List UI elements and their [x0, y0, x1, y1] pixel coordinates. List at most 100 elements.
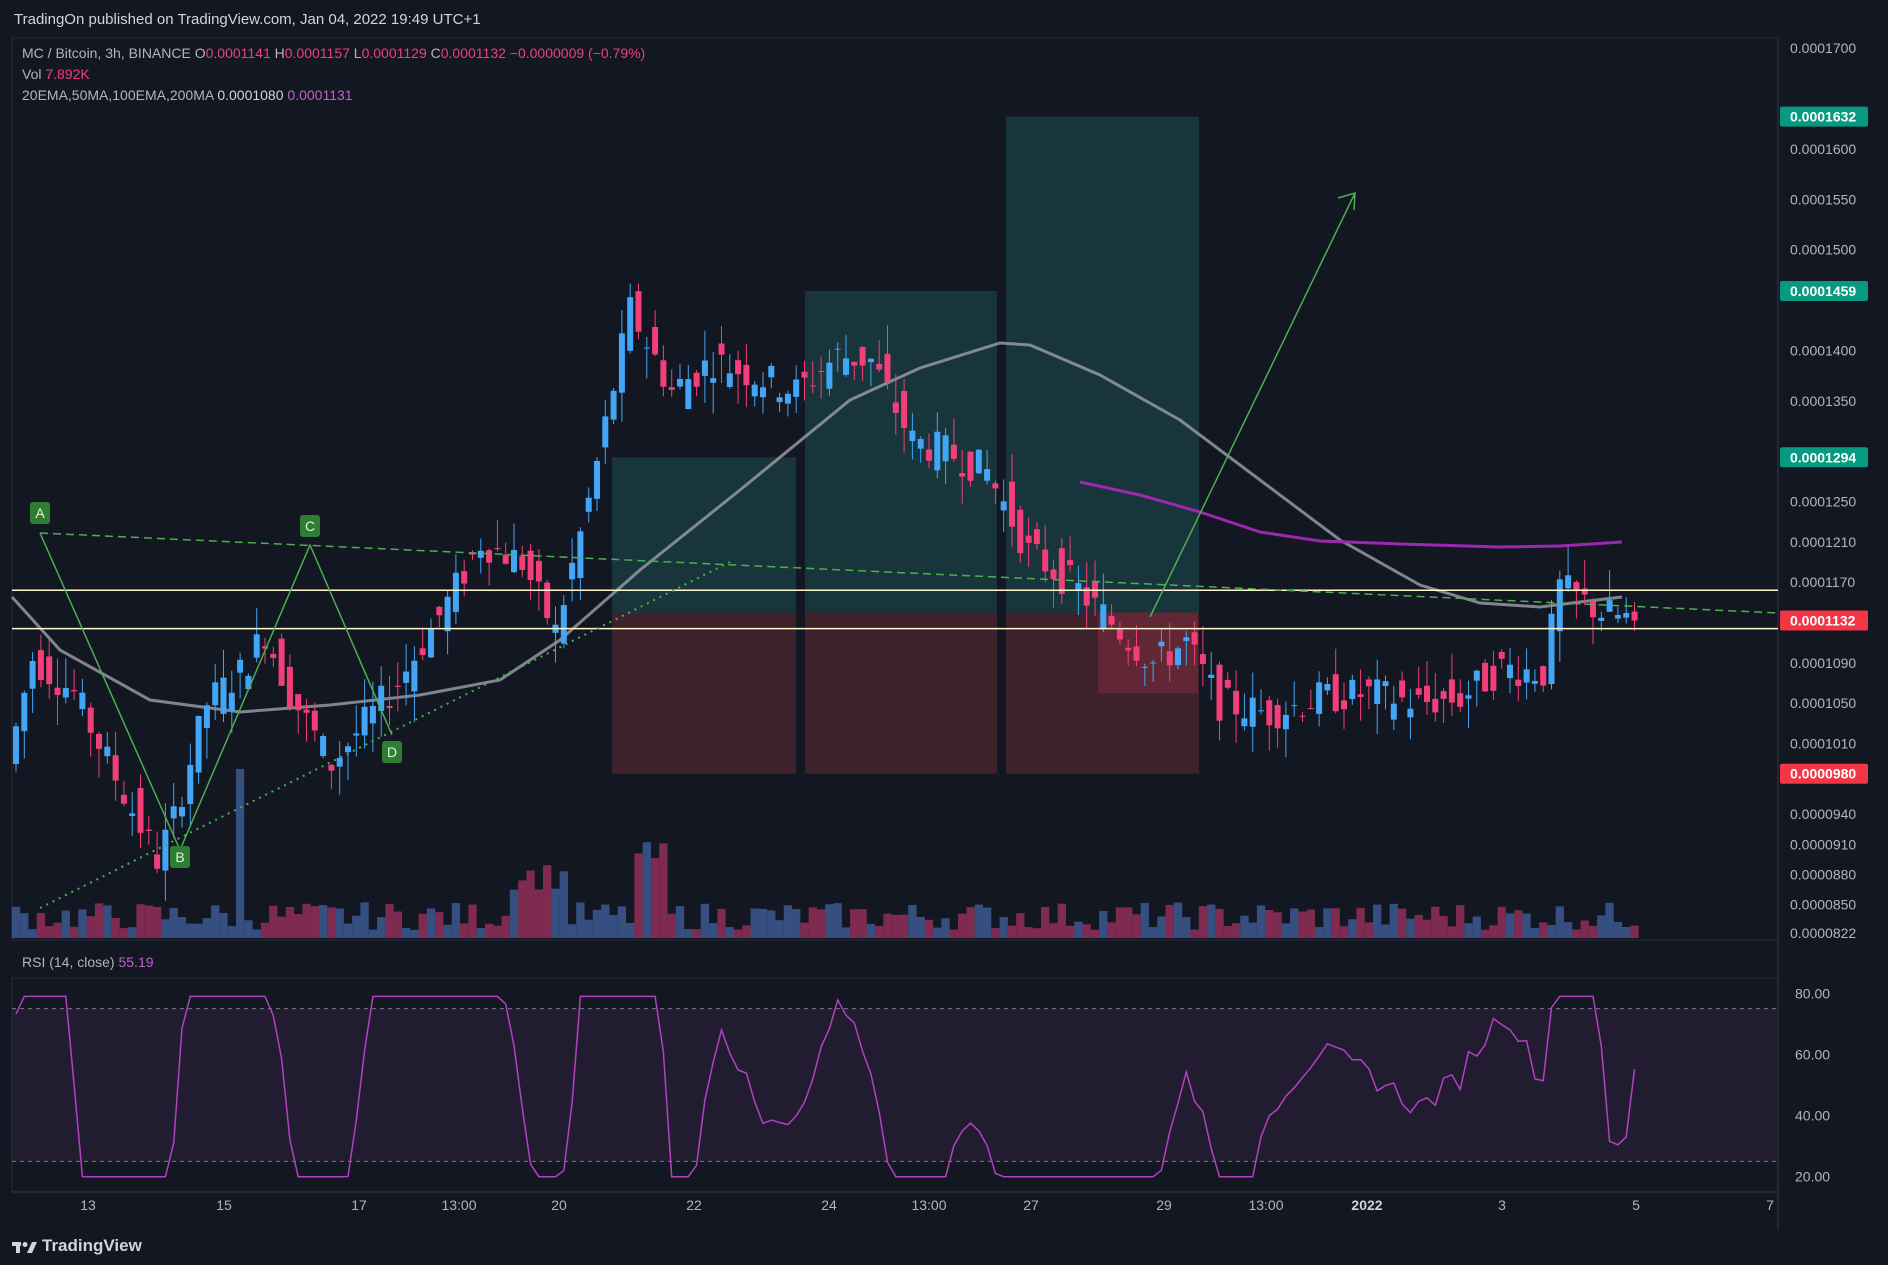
candle-body	[1623, 612, 1630, 618]
candle-body	[1432, 698, 1439, 713]
volume-bar	[128, 927, 137, 938]
volume-bar	[1182, 917, 1191, 938]
candle-body	[1316, 682, 1323, 714]
volume-bar	[1099, 910, 1108, 938]
candle-body	[21, 692, 28, 732]
candle-body	[1498, 651, 1505, 659]
candle-body	[1199, 654, 1206, 664]
volume-bar	[460, 923, 469, 938]
volume-bar	[841, 927, 851, 938]
volume-bar	[1389, 903, 1398, 938]
volume-bar	[576, 902, 585, 938]
volume-bar	[360, 902, 369, 938]
volume-bar	[584, 919, 593, 938]
volume-bar	[161, 919, 170, 938]
pattern-point-c: C	[305, 518, 315, 534]
candle-body	[96, 733, 102, 749]
candle-body	[386, 706, 393, 709]
candle-body	[469, 552, 476, 555]
candle-body	[262, 646, 268, 649]
price-tag-box	[1780, 610, 1868, 631]
candle-body	[1191, 632, 1198, 645]
close-label: C	[430, 45, 441, 61]
time-tick: 29	[1156, 1197, 1172, 1213]
candle-body	[220, 677, 227, 714]
candle-body	[1581, 588, 1588, 595]
volume-bar	[1439, 915, 1448, 938]
volume-bar	[1207, 904, 1216, 938]
candle-body	[1415, 688, 1422, 695]
candle-body	[668, 387, 675, 390]
price-tag: 0.0001132	[1790, 613, 1856, 629]
time-tick: 17	[351, 1197, 367, 1213]
volume-bar	[352, 915, 361, 938]
candle-body	[967, 451, 974, 481]
price-tick: 0.0001250	[1790, 494, 1856, 510]
volume-bar	[1597, 915, 1606, 938]
time-tick: 5	[1632, 1197, 1640, 1213]
candle-body	[1399, 680, 1406, 698]
price-tick: 0.0001210	[1790, 534, 1856, 550]
time-tick: 15	[216, 1197, 232, 1213]
volume-bar	[152, 906, 162, 938]
drawings: A B C D	[12, 191, 1779, 909]
volume-bar	[61, 910, 70, 938]
volume-bar	[435, 912, 444, 938]
volume-bar	[1497, 906, 1506, 938]
published-text: TradingOn published on TradingView.com, …	[14, 11, 481, 28]
candle-body	[62, 688, 69, 698]
volume-bar	[717, 908, 726, 938]
candle-body	[452, 572, 459, 612]
candle-body	[909, 430, 916, 442]
volume-bar	[1231, 923, 1241, 938]
volume-bar	[418, 913, 427, 938]
candle-body	[843, 358, 849, 375]
volume-bar	[875, 925, 884, 938]
candle-body	[876, 363, 883, 370]
pattern-point-d: D	[387, 744, 397, 760]
candle-body	[1067, 560, 1074, 566]
candle-body	[320, 736, 327, 757]
volume-bar	[1630, 925, 1639, 938]
candle-body	[237, 659, 244, 673]
candle-body	[403, 671, 410, 683]
volume-bar	[982, 907, 992, 938]
volume-bar	[1115, 907, 1125, 938]
candle-body	[1158, 641, 1165, 647]
volume-bar	[1489, 925, 1498, 938]
price-tick: 0.0001010	[1790, 735, 1856, 751]
candle-body	[560, 605, 567, 644]
candle-body	[477, 550, 484, 558]
candle-body	[585, 497, 592, 512]
volume-bar	[1373, 904, 1382, 938]
volume-bar	[1447, 926, 1457, 938]
candle-body	[1141, 666, 1148, 668]
candle-body	[1382, 681, 1389, 687]
volume-bar	[1140, 903, 1149, 938]
ma-label: 20EMA,50MA,100EMA,200MA	[22, 87, 214, 103]
candle-body	[793, 379, 800, 397]
volume-bar	[941, 918, 950, 938]
volume-bar	[991, 928, 1000, 938]
volume-bar	[410, 929, 419, 938]
candle-body	[1448, 679, 1455, 703]
candle-body	[809, 385, 816, 387]
volume-bar	[294, 913, 303, 938]
volume-bar	[1198, 906, 1208, 938]
volume-bar	[659, 843, 668, 938]
volume-bar	[1613, 922, 1623, 938]
candle-body	[901, 390, 908, 429]
volume-bar	[700, 903, 710, 938]
price-tag: 0.0001294	[1790, 449, 1856, 465]
volume-bar	[1240, 915, 1249, 938]
price-tag-box	[1780, 106, 1868, 127]
candle-body	[1058, 548, 1065, 594]
volume-bar	[368, 929, 378, 938]
candle-body	[652, 327, 659, 355]
candle-body	[137, 788, 144, 833]
candle-body	[643, 347, 650, 349]
candle-body	[1573, 582, 1580, 592]
price-tick: 0.0001050	[1790, 695, 1856, 711]
candle-body	[1133, 646, 1140, 661]
